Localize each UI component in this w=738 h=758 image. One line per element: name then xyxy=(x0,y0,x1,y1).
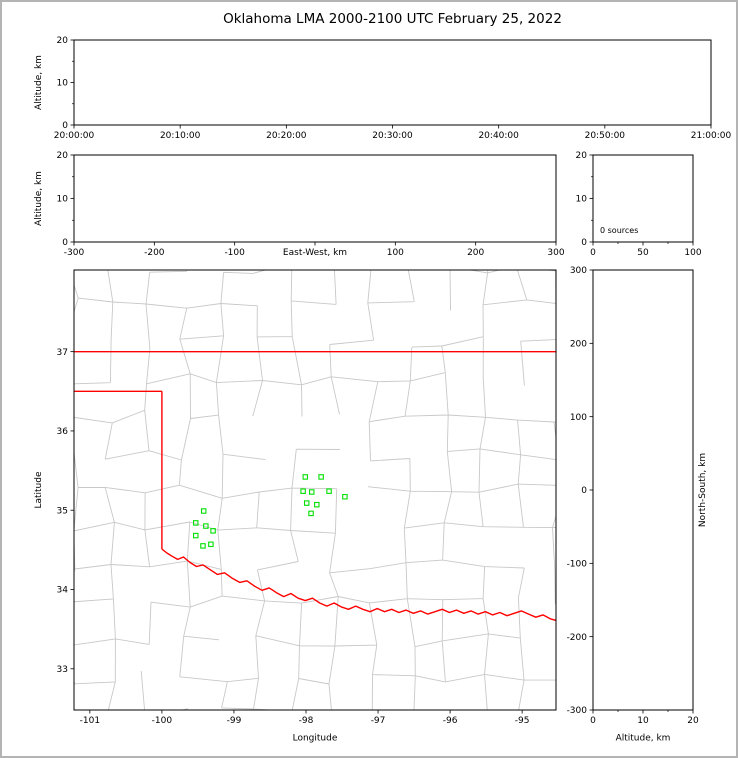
source-count-label: 0 sources xyxy=(600,226,639,235)
svg-text:-97: -97 xyxy=(371,716,386,726)
panel-time-height: 0 10 20 20:00:00 20:10:00 20:20:00 20:30:00 20:… xyxy=(34,36,731,141)
state-border xyxy=(74,351,556,622)
svg-text:100: 100 xyxy=(387,248,404,258)
svg-text:Longitude: Longitude xyxy=(293,734,338,744)
svg-text:50: 50 xyxy=(637,248,649,258)
svg-text:20:50:00: 20:50:00 xyxy=(585,131,626,141)
svg-text:Latitude: Latitude xyxy=(34,471,44,509)
figure-title: Oklahoma LMA 2000-2100 UTC February 25, … xyxy=(223,11,562,27)
svg-text:Altitude, km: Altitude, km xyxy=(34,171,44,226)
svg-text:0: 0 xyxy=(581,238,587,248)
svg-text:20:10:00: 20:10:00 xyxy=(160,131,201,141)
svg-text:10: 10 xyxy=(637,716,649,726)
svg-text:-100: -100 xyxy=(567,560,588,570)
svg-text:10: 10 xyxy=(57,79,69,89)
svg-text:-100: -100 xyxy=(224,248,245,258)
svg-text:36: 36 xyxy=(57,427,69,437)
svg-text:200: 200 xyxy=(570,340,587,350)
panel-map: 33 34 35 36 37 -101 -100 -99 -98 -97 -96 -95 Longitu… xyxy=(34,269,557,744)
svg-text:-101: -101 xyxy=(80,716,100,726)
svg-text:-300: -300 xyxy=(567,706,588,716)
svg-text:33: 33 xyxy=(57,665,68,675)
svg-text:300: 300 xyxy=(547,248,564,258)
svg-text:-300: -300 xyxy=(64,248,85,258)
svg-text:20:00:00: 20:00:00 xyxy=(54,131,95,141)
svg-text:300: 300 xyxy=(570,266,587,276)
svg-text:East-West, km: East-West, km xyxy=(283,248,347,258)
county-lines xyxy=(74,270,556,710)
panel-ew-height: 0 10 20 -300 -200 -100 100 200 300 Altitude, km Ea… xyxy=(34,151,565,258)
svg-text:-200: -200 xyxy=(567,633,588,643)
svg-text:Altitude, km: Altitude, km xyxy=(616,734,671,744)
svg-text:37: 37 xyxy=(57,348,68,358)
svg-text:10: 10 xyxy=(576,195,588,205)
svg-text:20:20:00: 20:20:00 xyxy=(266,131,307,141)
svg-text:0: 0 xyxy=(590,248,596,258)
svg-text:0: 0 xyxy=(62,238,68,248)
svg-text:0: 0 xyxy=(590,716,596,726)
svg-text:-99: -99 xyxy=(227,716,242,726)
svg-text:-200: -200 xyxy=(144,248,165,258)
svg-text:North-South, km: North-South, km xyxy=(698,453,708,527)
svg-text:-96: -96 xyxy=(443,716,458,726)
svg-text:-95: -95 xyxy=(515,716,530,726)
svg-text:35: 35 xyxy=(57,506,68,516)
panel-height-histogram: 0 10 20 0 50 100 xyxy=(576,151,702,258)
svg-text:20:40:00: 20:40:00 xyxy=(478,131,519,141)
svg-text:20: 20 xyxy=(57,36,69,46)
svg-text:Altitude, km: Altitude, km xyxy=(34,55,44,110)
svg-text:100: 100 xyxy=(570,413,587,423)
svg-text:20:30:00: 20:30:00 xyxy=(372,131,413,141)
svg-text:200: 200 xyxy=(467,248,484,258)
svg-text:10: 10 xyxy=(57,195,69,205)
svg-text:100: 100 xyxy=(684,248,701,258)
svg-text:20: 20 xyxy=(687,716,699,726)
svg-text:-98: -98 xyxy=(299,716,314,726)
svg-text:34: 34 xyxy=(57,586,69,596)
svg-text:20: 20 xyxy=(57,151,69,161)
svg-text:20: 20 xyxy=(576,151,588,161)
svg-text:0: 0 xyxy=(581,486,587,496)
svg-text:0: 0 xyxy=(62,121,68,131)
svg-text:-100: -100 xyxy=(152,716,173,726)
lma-stations xyxy=(193,474,348,549)
svg-text:21:00:00: 21:00:00 xyxy=(691,131,732,141)
